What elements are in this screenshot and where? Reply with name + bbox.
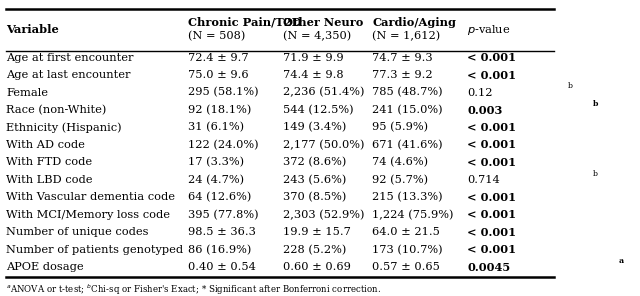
Text: 74.4 ± 9.8: 74.4 ± 9.8 — [283, 70, 343, 80]
Text: With FTD code: With FTD code — [6, 157, 92, 168]
Text: $^a$ANOVA or t-test; $^b$Chi-sq or Fisher's Exact; * Significant after Bonferron: $^a$ANOVA or t-test; $^b$Chi-sq or Fishe… — [6, 283, 381, 296]
Text: < 0.001: < 0.001 — [467, 139, 516, 150]
Text: 395 (77.8%): 395 (77.8%) — [188, 210, 259, 220]
Text: 86 (16.9%): 86 (16.9%) — [188, 245, 251, 255]
Text: 671 (41.6%): 671 (41.6%) — [372, 140, 443, 150]
Text: (N = 1,612): (N = 1,612) — [372, 31, 440, 41]
Text: 0.60 ± 0.69: 0.60 ± 0.69 — [283, 262, 351, 272]
Text: 1,224 (75.9%): 1,224 (75.9%) — [372, 210, 454, 220]
Text: 2,177 (50.0%): 2,177 (50.0%) — [283, 140, 364, 150]
Text: < 0.001: < 0.001 — [467, 122, 516, 133]
Text: 372 (8.6%): 372 (8.6%) — [283, 157, 346, 168]
Text: 98.5 ± 36.3: 98.5 ± 36.3 — [188, 227, 255, 237]
Text: 75.0 ± 9.6: 75.0 ± 9.6 — [188, 70, 248, 80]
Text: 2,236 (51.4%): 2,236 (51.4%) — [283, 87, 364, 98]
Text: (N = 508): (N = 508) — [188, 31, 245, 41]
Text: 370 (8.5%): 370 (8.5%) — [283, 192, 346, 202]
Text: 0.003: 0.003 — [467, 104, 502, 115]
Text: With LBD code: With LBD code — [6, 175, 93, 185]
Text: Race (non-White): Race (non-White) — [6, 105, 107, 115]
Text: a: a — [618, 257, 623, 265]
Text: 295 (58.1%): 295 (58.1%) — [188, 87, 259, 98]
Text: 74.7 ± 9.3: 74.7 ± 9.3 — [372, 53, 433, 62]
Text: 92 (5.7%): 92 (5.7%) — [372, 175, 428, 185]
Text: 19.9 ± 15.7: 19.9 ± 15.7 — [283, 227, 351, 237]
Text: Cardio/Aging: Cardio/Aging — [372, 17, 456, 28]
Text: 72.4 ± 9.7: 72.4 ± 9.7 — [188, 53, 248, 62]
Text: 0.40 ± 0.54: 0.40 ± 0.54 — [188, 262, 255, 272]
Text: 215 (13.3%): 215 (13.3%) — [372, 192, 443, 202]
Text: 92 (18.1%): 92 (18.1%) — [188, 105, 251, 115]
Text: < 0.001: < 0.001 — [467, 52, 516, 63]
Text: Other Neuro: Other Neuro — [283, 17, 363, 28]
Text: < 0.001: < 0.001 — [467, 157, 516, 168]
Text: 24 (4.7%): 24 (4.7%) — [188, 175, 244, 185]
Text: 243 (5.6%): 243 (5.6%) — [283, 175, 346, 185]
Text: 0.12: 0.12 — [467, 88, 493, 98]
Text: 17 (3.3%): 17 (3.3%) — [188, 157, 244, 168]
Text: < 0.001: < 0.001 — [467, 227, 516, 238]
Text: < 0.001: < 0.001 — [467, 244, 516, 255]
Text: b: b — [568, 82, 573, 90]
Text: 173 (10.7%): 173 (10.7%) — [372, 245, 443, 255]
Text: Age at last encounter: Age at last encounter — [6, 70, 131, 80]
Text: Number of unique codes: Number of unique codes — [6, 227, 148, 237]
Text: 64 (12.6%): 64 (12.6%) — [188, 192, 251, 202]
Text: b: b — [593, 100, 598, 108]
Text: 95 (5.9%): 95 (5.9%) — [372, 122, 428, 133]
Text: 0.0045: 0.0045 — [467, 262, 510, 273]
Text: Chronic Pain/T2D: Chronic Pain/T2D — [188, 17, 301, 28]
Text: 77.3 ± 9.2: 77.3 ± 9.2 — [372, 70, 433, 80]
Text: 64.0 ± 21.5: 64.0 ± 21.5 — [372, 227, 440, 237]
Text: With MCI/Memory loss code: With MCI/Memory loss code — [6, 210, 170, 220]
Text: < 0.001: < 0.001 — [467, 192, 516, 203]
Text: < 0.001: < 0.001 — [467, 70, 516, 81]
Text: 74 (4.6%): 74 (4.6%) — [372, 157, 428, 168]
Text: 31 (6.1%): 31 (6.1%) — [188, 122, 244, 133]
Text: Number of patients genotyped: Number of patients genotyped — [6, 245, 184, 255]
Text: 2,303 (52.9%): 2,303 (52.9%) — [283, 210, 364, 220]
Text: 149 (3.4%): 149 (3.4%) — [283, 122, 346, 133]
Text: $p$-value: $p$-value — [467, 23, 511, 37]
Text: Age at first encounter: Age at first encounter — [6, 53, 134, 62]
Text: 122 (24.0%): 122 (24.0%) — [188, 140, 259, 150]
Text: With AD code: With AD code — [6, 140, 85, 150]
Text: 0.714: 0.714 — [467, 175, 500, 185]
Text: 71.9 ± 9.9: 71.9 ± 9.9 — [283, 53, 343, 62]
Text: 241 (15.0%): 241 (15.0%) — [372, 105, 443, 115]
Text: 544 (12.5%): 544 (12.5%) — [283, 105, 353, 115]
Text: 228 (5.2%): 228 (5.2%) — [283, 245, 346, 255]
Text: b: b — [593, 170, 598, 178]
Text: < 0.001: < 0.001 — [467, 209, 516, 221]
Text: (N = 4,350): (N = 4,350) — [283, 31, 351, 41]
Text: Ethnicity (Hispanic): Ethnicity (Hispanic) — [6, 122, 122, 133]
Text: 0.57 ± 0.65: 0.57 ± 0.65 — [372, 262, 440, 272]
Text: Female: Female — [6, 88, 48, 98]
Text: Variable: Variable — [6, 24, 59, 35]
Text: 785 (48.7%): 785 (48.7%) — [372, 87, 443, 98]
Text: APOE dosage: APOE dosage — [6, 262, 84, 272]
Text: With Vascular dementia code: With Vascular dementia code — [6, 192, 175, 202]
